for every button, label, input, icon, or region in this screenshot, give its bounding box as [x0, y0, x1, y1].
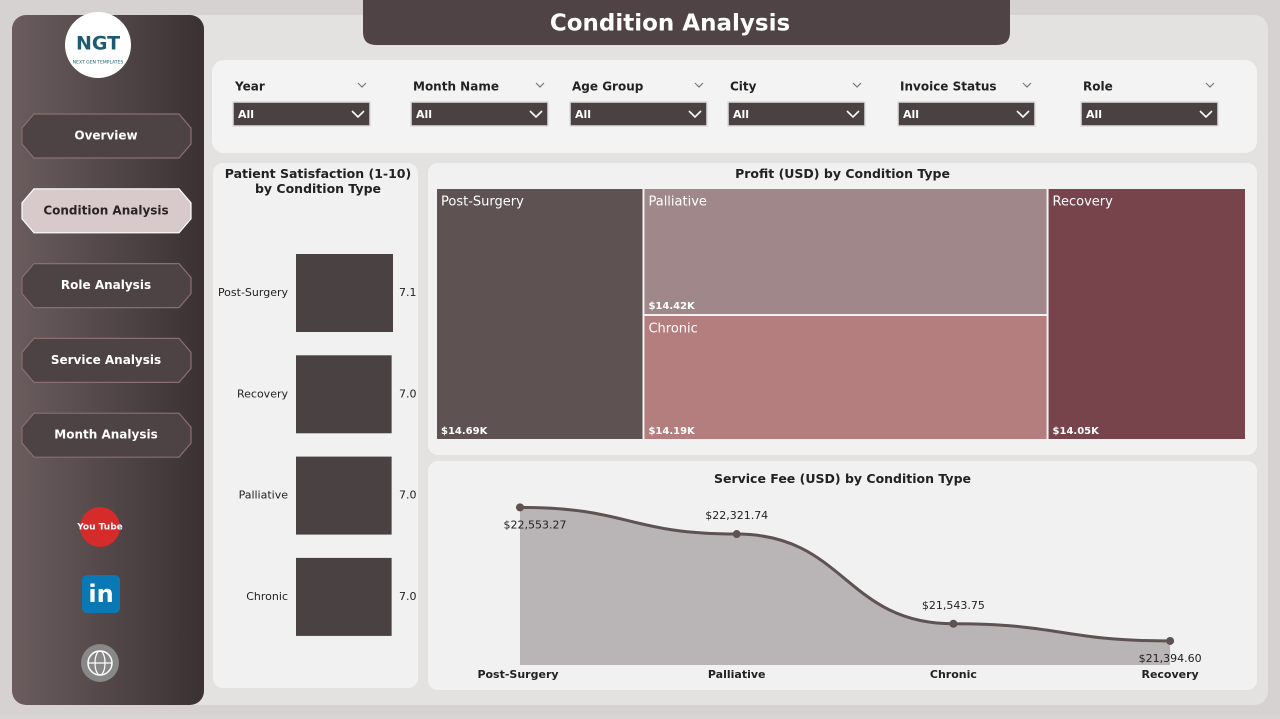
line [519, 505, 1171, 643]
value-label: 7.0 [399, 387, 417, 400]
filter-dropdown[interactable] [569, 101, 708, 127]
logo-tagline: NEXT GEN TEMPLATES [73, 60, 124, 66]
filter-label: Month Name [413, 80, 499, 94]
value-label: 7.0 [399, 489, 417, 502]
filter-chevron [1022, 82, 1032, 88]
value-label: $21,394.60 [1139, 652, 1202, 665]
chart-title: Service Fee (USD) by Condition Type [713, 471, 972, 486]
chart-title-box: Profit (USD) by Condition Type [735, 166, 950, 181]
category-label: Post-Surgery [218, 286, 289, 299]
tile-value: $14.42K [648, 301, 696, 312]
value-label: $22,553.27 [504, 518, 567, 531]
tile-label: Recovery [1053, 195, 1114, 210]
chart-title-box: Patient Satisfaction (1-10) by Condition… [224, 166, 412, 196]
bar [296, 355, 392, 434]
filter-chevron [694, 82, 704, 88]
nav-button[interactable] [21, 412, 192, 458]
treemap-tile [644, 316, 1047, 439]
nav-button[interactable] [21, 188, 192, 234]
filter-dropdown[interactable] [232, 101, 371, 127]
linkedin-icon[interactable] [82, 575, 120, 613]
filter-value[interactable]: All [1086, 108, 1102, 121]
chart-title-box: Service Fee (USD) by Condition Type [713, 471, 972, 486]
filter-arrow [529, 110, 543, 119]
tile-value: $14.69K [441, 426, 489, 437]
filter-dropdown[interactable] [727, 101, 866, 127]
tile-label: Post-Surgery [441, 195, 524, 210]
bar [296, 557, 392, 636]
value-label: $21,543.75 [922, 599, 985, 612]
filter-dropdown[interactable] [1080, 101, 1219, 127]
filter-arrow [351, 110, 365, 119]
tile-label: Chronic [648, 322, 697, 337]
bar [296, 254, 393, 332]
nav-button[interactable] [21, 263, 192, 309]
x-tick-label: Post-Surgery [477, 668, 558, 681]
filter-arrow [1199, 110, 1213, 119]
x-tick-label: Palliative [708, 668, 766, 681]
filter-value[interactable]: All [575, 108, 591, 121]
category-label: Chronic [246, 590, 288, 603]
chart-title: Patient Satisfaction (1-10) by Condition… [224, 166, 412, 196]
value-label: 7.0 [399, 590, 417, 603]
nav-label[interactable]: Role Analysis [61, 278, 151, 292]
nav-label[interactable]: Month Analysis [54, 428, 157, 442]
x-tick-label: Recovery [1141, 668, 1198, 681]
filter-chevron [357, 82, 367, 88]
treemap-tile [1048, 189, 1245, 439]
web-icon[interactable] [81, 644, 119, 682]
youtube-text: You Tube [76, 523, 123, 533]
tile-value: $14.19K [648, 426, 696, 437]
header-title: Condition Analysis [550, 11, 790, 37]
point [1166, 636, 1175, 645]
nav-label[interactable]: Service Analysis [51, 353, 161, 367]
point [949, 619, 958, 628]
header-tab [363, 0, 1010, 45]
nav-label[interactable]: Condition Analysis [43, 203, 168, 217]
value-label: $22,321.74 [705, 509, 768, 522]
filter-dropdown[interactable] [410, 101, 549, 127]
filter-chevron [535, 82, 545, 88]
value-label: 7.1 [399, 286, 417, 299]
nav-button[interactable] [21, 337, 192, 383]
linkedin-text: in [88, 580, 113, 608]
logo-badge [65, 12, 131, 78]
filter-label: City [730, 80, 757, 94]
nav-button[interactable] [21, 113, 192, 159]
filter-chevron [852, 82, 862, 88]
point [732, 530, 741, 539]
filter-value[interactable]: All [238, 108, 254, 121]
tile-value: $14.05K [1053, 426, 1101, 437]
category-label: Palliative [239, 489, 289, 502]
nav-label[interactable]: Overview [74, 129, 137, 143]
filter-arrow [688, 110, 702, 119]
filter-value[interactable]: All [416, 108, 432, 121]
chart-title: Profit (USD) by Condition Type [735, 166, 950, 181]
bar [296, 456, 392, 535]
filter-value[interactable]: All [733, 108, 749, 121]
tile-label: Palliative [648, 195, 706, 210]
filter-chevron [1205, 82, 1215, 88]
logo-name: NGT [76, 33, 120, 55]
filter-arrow [846, 110, 860, 119]
filter-label: Year [234, 80, 265, 94]
point [516, 503, 524, 512]
filter-label: Age Group [572, 80, 644, 94]
filter-dropdown[interactable] [897, 101, 1036, 127]
treemap-tile [644, 189, 1047, 315]
filter-label: Role [1083, 80, 1113, 94]
filter-arrow [1016, 110, 1030, 119]
filter-label: Invoice Status [900, 80, 997, 94]
treemap-tile [437, 189, 643, 439]
youtube-icon[interactable] [80, 507, 120, 547]
category-label: Recovery [237, 387, 288, 400]
x-tick-label: Chronic [930, 668, 977, 681]
filter-value[interactable]: All [903, 108, 919, 121]
